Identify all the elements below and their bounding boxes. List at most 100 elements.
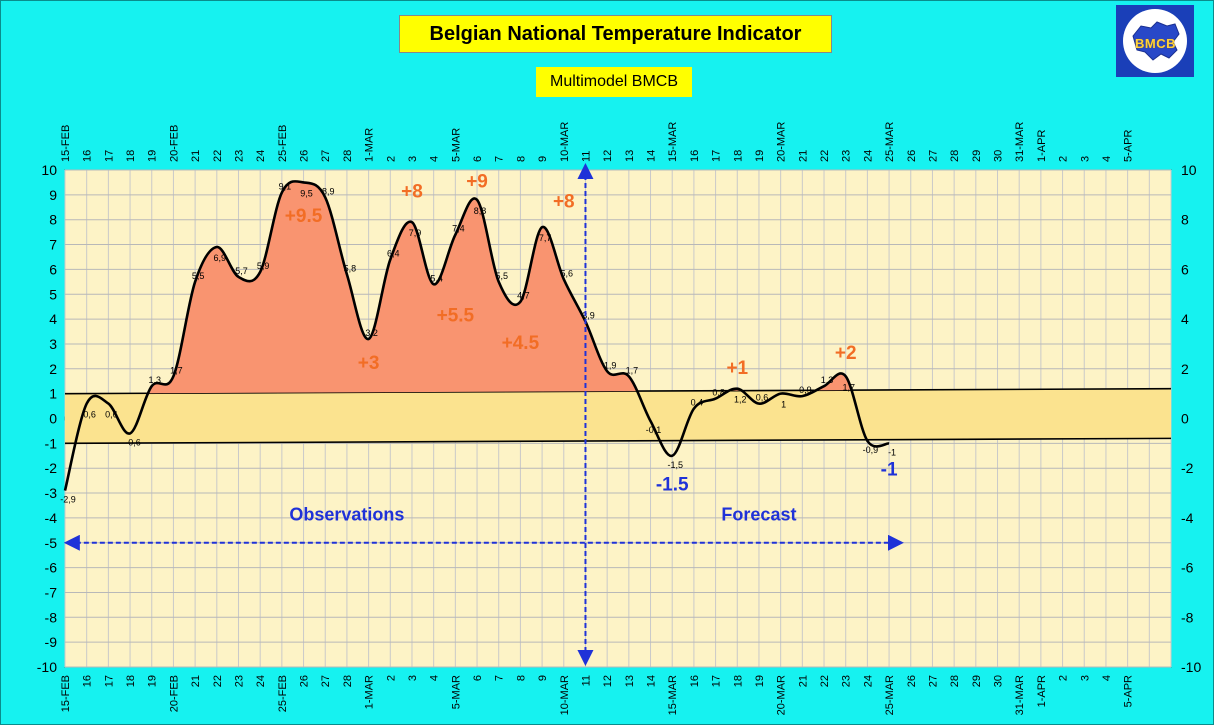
x-bottom-tick-label: 4	[1101, 675, 1113, 681]
chart-title-text: Belgian National Temperature Indicator	[429, 22, 802, 45]
chart-title: Belgian National Temperature Indicator	[399, 15, 832, 53]
data-label: 4,7	[517, 291, 530, 301]
x-top-tick-label: 3	[407, 156, 419, 162]
y-right-tick-label: -2	[1181, 460, 1194, 476]
normal-band-lower-line	[64, 437, 1172, 445]
data-label: 9,1	[279, 181, 292, 191]
data-label: 3,9	[582, 311, 595, 321]
y-left-tick-label: -5	[45, 535, 58, 551]
x-bottom-tick-label: 12	[602, 675, 614, 687]
x-top-tick-label: 18	[732, 150, 744, 162]
temperature-curve	[63, 179, 890, 491]
y-left-tick-label: 6	[49, 261, 57, 277]
y-right-tick-label: -8	[1181, 609, 1194, 625]
x-bottom-tick-label: 21	[797, 675, 809, 687]
y-left-tick-label: -8	[45, 609, 58, 625]
y-right-tick-label: -10	[1181, 659, 1201, 675]
data-label: 5,5	[495, 271, 508, 281]
y-right-tick-label: 8	[1181, 212, 1189, 228]
y-left-tick-label: 2	[49, 361, 57, 377]
data-label: 6,9	[214, 253, 227, 263]
data-label: 1,3	[821, 375, 834, 385]
x-bottom-tick-label: 17	[711, 675, 723, 687]
x-bottom-tick-label: 22	[212, 675, 224, 687]
x-top-tick-label: 26	[299, 150, 311, 162]
x-bottom-tick-label: 5-APR	[1123, 675, 1135, 707]
data-label: 7,4	[452, 224, 465, 234]
chart-subtitle: Multimodel BMCB	[536, 67, 692, 97]
data-label: 7,7	[539, 233, 552, 243]
anomaly-annotation: +8	[401, 181, 423, 202]
data-label: -1	[888, 447, 896, 457]
x-bottom-tick-label: 4	[429, 675, 441, 681]
x-bottom-tick-label: 20-FEB	[168, 675, 180, 712]
data-label: 1,3	[148, 375, 161, 385]
x-top-tick-label: 19	[754, 150, 766, 162]
temperature-line	[63, 179, 890, 491]
data-label: -0,1	[646, 425, 662, 435]
data-label: 5,4	[430, 273, 443, 283]
data-label: 0,4	[691, 398, 704, 408]
x-bottom-tick-label: 15-MAR	[667, 675, 679, 715]
y-right-tick-label: 0	[1181, 411, 1189, 427]
x-top-tick-label: 27	[927, 150, 939, 162]
data-label: 0,9	[799, 385, 812, 395]
x-top-tick-label: 24	[862, 150, 874, 162]
section-label: Forecast	[721, 504, 796, 524]
y-left-tick-label: -7	[45, 584, 58, 600]
x-bottom-tick-label: 22	[819, 675, 831, 687]
x-top-tick-label: 17	[711, 150, 723, 162]
x-bottom-tick-label: 7	[494, 675, 506, 681]
x-top-tick-label: 28	[342, 150, 354, 162]
x-top-tick-label: 6	[472, 156, 484, 162]
x-top-tick-label: 18	[125, 150, 137, 162]
anomaly-annotation: +9.5	[285, 206, 323, 227]
y-left-tick-label: 4	[49, 311, 57, 327]
data-label: 1	[781, 400, 786, 410]
x-top-tick-label: 28	[949, 150, 961, 162]
data-label: 6,4	[387, 248, 400, 258]
y-left-tick-label: -10	[37, 659, 57, 675]
x-bottom-tick-label: 29	[971, 675, 983, 687]
x-bottom-tick-label: 8	[515, 675, 527, 681]
x-top-tick-label: 2	[385, 156, 397, 162]
x-bottom-tick-label: 30	[993, 675, 1005, 687]
anomaly-annotation: -1	[881, 460, 898, 481]
data-label: 5,6	[561, 268, 574, 278]
x-bottom-tick-label: 24	[255, 675, 267, 687]
x-top-tick-label: 27	[320, 150, 332, 162]
x-bottom-tick-label: 19	[147, 675, 159, 687]
y-left-tick-label: 1	[49, 386, 57, 402]
x-bottom-tick-label: 11	[580, 675, 592, 686]
x-top-tick-label: 22	[819, 150, 831, 162]
y-left-tick-label: -9	[45, 634, 58, 650]
data-label: 5,7	[235, 266, 248, 276]
data-label: 3,2	[365, 328, 378, 338]
x-top-tick-label: 21	[797, 150, 809, 162]
x-bottom-tick-label: 2	[1058, 675, 1070, 681]
data-label: 5,5	[192, 271, 205, 281]
data-label: 0,8	[712, 388, 725, 398]
x-bottom-tick-label: 1-MAR	[364, 675, 376, 709]
data-label: 1,9	[604, 360, 617, 370]
anomaly-fill-area	[65, 181, 890, 394]
x-top-tick-label: 4	[1101, 156, 1113, 162]
y-left-tick-label: -3	[45, 485, 58, 501]
y-right-tick-label: 2	[1181, 361, 1189, 377]
y-right-tick-label: -4	[1181, 510, 1194, 526]
anomaly-annotation: +5.5	[437, 306, 475, 327]
data-label: 8,9	[322, 186, 335, 196]
y-left-tick-label: 8	[49, 212, 57, 228]
x-bottom-tick-label: 23	[841, 675, 853, 687]
x-top-tick-label: 15-MAR	[667, 122, 679, 162]
x-bottom-tick-label: 19	[754, 675, 766, 687]
anomaly-annotation: +9	[466, 171, 488, 192]
data-label: 1,7	[842, 382, 855, 392]
x-bottom-tick-label: 2	[385, 675, 397, 681]
data-label: 5,9	[257, 261, 270, 271]
x-top-tick-label: 4	[429, 156, 441, 162]
x-top-tick-label: 14	[646, 150, 658, 162]
x-top-tick-label: 20-FEB	[168, 125, 180, 162]
x-bottom-tick-label: 18	[125, 675, 137, 687]
